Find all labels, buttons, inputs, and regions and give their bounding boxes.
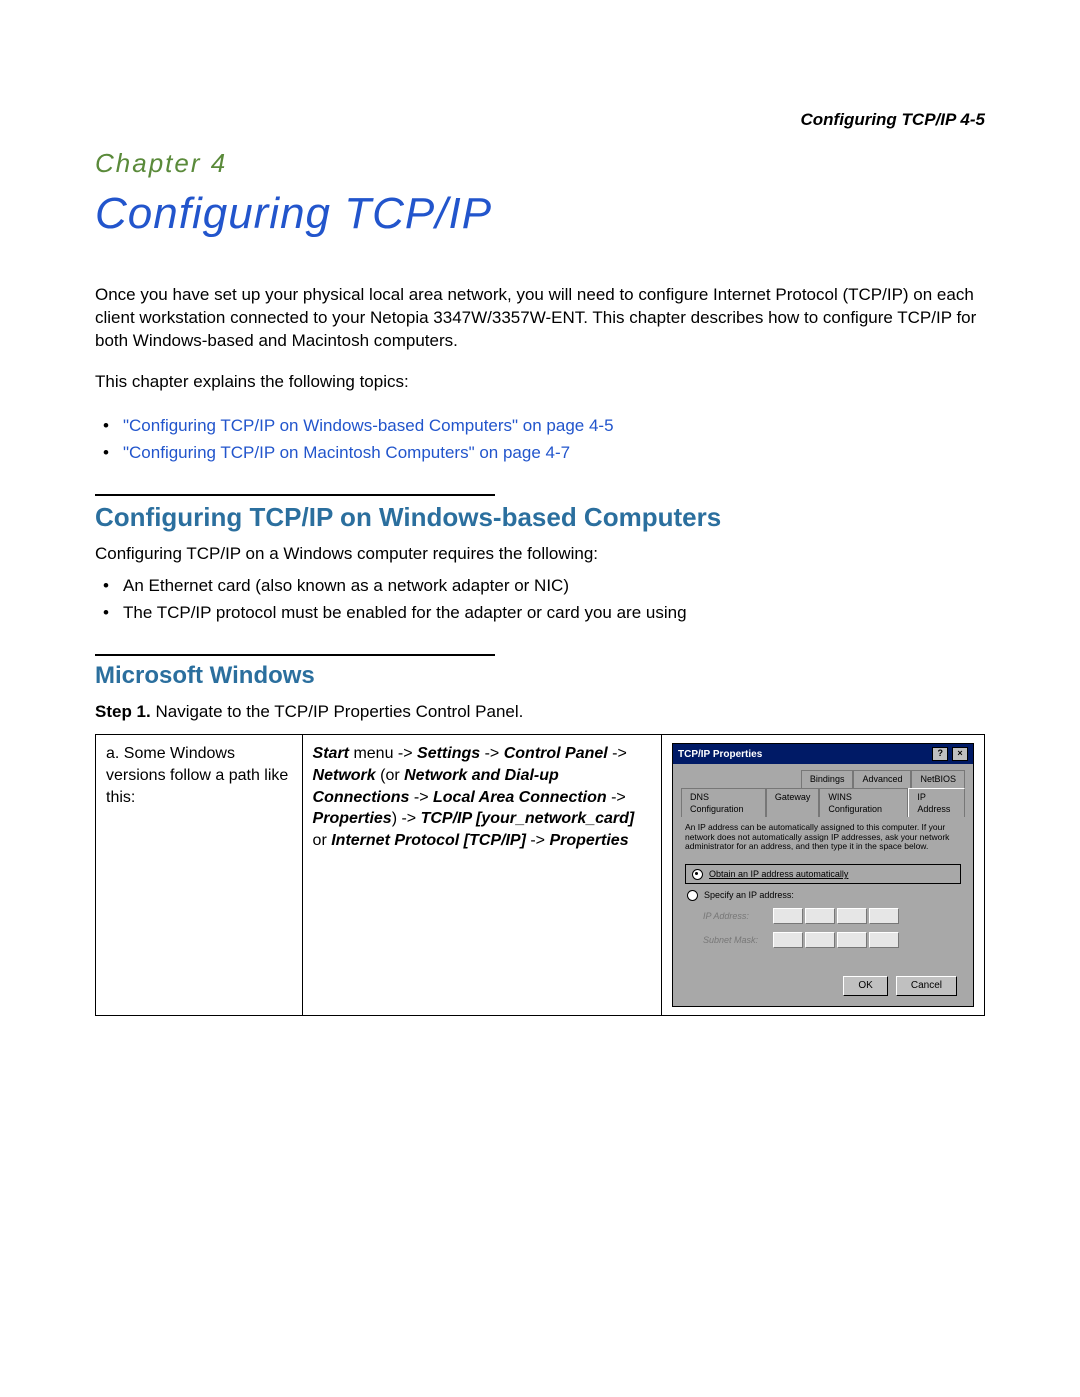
dialog-footer: OK Cancel — [681, 952, 965, 998]
section-rule — [95, 654, 495, 656]
subheading-ms-windows: Microsoft Windows — [95, 662, 985, 690]
section-rule — [95, 494, 495, 496]
running-header: Configuring TCP/IP 4-5 — [95, 110, 985, 130]
dialog-titlebar: TCP/IP Properties ? × — [673, 744, 973, 764]
tab-netbios[interactable]: NetBIOS — [911, 770, 965, 787]
path-seg: ) -> — [392, 810, 421, 827]
ok-button[interactable]: OK — [843, 976, 887, 996]
tab-dns[interactable]: DNS Configuration — [681, 788, 766, 817]
field-label: IP Address: — [703, 910, 773, 922]
subnet-input[interactable] — [773, 932, 899, 948]
path-seg: Start — [313, 745, 349, 762]
step-1-line: Step 1. Navigate to the TCP/IP Propertie… — [95, 702, 985, 722]
table-cell-a: a. Some Windows versions follow a path l… — [96, 735, 303, 1016]
topic-link-list: "Configuring TCP/IP on Windows-based Com… — [95, 412, 985, 466]
requirement-item: The TCP/IP protocol must be enabled for … — [95, 599, 985, 626]
requirement-item: An Ethernet card (also known as a networ… — [95, 572, 985, 599]
tcpip-properties-dialog: TCP/IP Properties ? × Bindings Advanced … — [672, 743, 974, 1007]
step-label: Step 1. — [95, 702, 151, 721]
path-seg: -> — [409, 789, 433, 806]
path-seg: -> — [607, 789, 626, 806]
help-icon[interactable]: ? — [932, 747, 948, 761]
table-cell-b: Start menu -> Settings -> Control Panel … — [302, 735, 661, 1016]
tab-gateway[interactable]: Gateway — [766, 788, 820, 817]
requirements-list: An Ethernet card (also known as a networ… — [95, 572, 985, 626]
document-page: Configuring TCP/IP 4-5 Chapter 4 Configu… — [0, 0, 1080, 1076]
radio-specify[interactable]: Specify an IP address: — [681, 886, 965, 904]
path-seg: Network — [313, 767, 376, 784]
ip-address-field: IP Address: — [681, 904, 965, 928]
tab-wins[interactable]: WINS Configuration — [819, 788, 908, 817]
path-seg: Control Panel — [504, 745, 608, 762]
section1-paragraph: Configuring TCP/IP on a Windows computer… — [95, 543, 985, 566]
tab-ipaddress[interactable]: IP Address — [908, 788, 965, 817]
table-cell-c: TCP/IP Properties ? × Bindings Advanced … — [662, 735, 985, 1016]
path-seg: (or — [376, 767, 404, 784]
path-seg: Internet Protocol [TCP/IP] — [331, 832, 526, 849]
path-seg: Properties — [313, 810, 392, 827]
intro-paragraph-2: This chapter explains the following topi… — [95, 371, 985, 394]
close-icon[interactable]: × — [952, 747, 968, 761]
section-heading-windows: Configuring TCP/IP on Windows-based Comp… — [95, 502, 985, 533]
tab-row-2: DNS Configuration Gateway WINS Configura… — [681, 788, 965, 817]
path-seg: menu -> — [349, 745, 417, 762]
topic-link-1[interactable]: "Configuring TCP/IP on Windows-based Com… — [123, 416, 614, 435]
radio-icon — [687, 890, 698, 901]
dialog-title-text: TCP/IP Properties — [678, 748, 762, 762]
path-seg: Settings — [417, 745, 480, 762]
subnet-mask-field: Subnet Mask: — [681, 928, 965, 952]
tab-bindings[interactable]: Bindings — [801, 770, 854, 787]
tab-advanced[interactable]: Advanced — [853, 770, 911, 787]
path-seg: Local Area Connection — [433, 789, 607, 806]
radio-label: Obtain an IP address automatically — [709, 868, 848, 880]
chapter-title: Configuring TCP/IP — [95, 189, 985, 239]
radio-label: Specify an IP address: — [704, 889, 794, 901]
chapter-label: Chapter 4 — [95, 148, 985, 179]
ip-input[interactable] — [773, 908, 899, 924]
radio-icon — [692, 869, 703, 880]
field-label: Subnet Mask: — [703, 934, 773, 946]
path-seg: -> — [526, 832, 550, 849]
dialog-body: Bindings Advanced NetBIOS DNS Configurat… — [673, 764, 973, 1006]
tab-row-1: Bindings Advanced NetBIOS — [681, 770, 965, 787]
cancel-button[interactable]: Cancel — [896, 976, 957, 996]
topic-link-2[interactable]: "Configuring TCP/IP on Macintosh Compute… — [123, 443, 570, 462]
intro-paragraph-1: Once you have set up your physical local… — [95, 284, 985, 353]
path-table: a. Some Windows versions follow a path l… — [95, 734, 985, 1016]
window-controls: ? × — [931, 747, 968, 761]
path-seg: -> — [480, 745, 504, 762]
path-seg: or — [313, 832, 332, 849]
dialog-note: An IP address can be automatically assig… — [681, 817, 965, 862]
path-seg: TCP/IP [your_network_card] — [421, 810, 635, 827]
path-seg: Properties — [549, 832, 628, 849]
step-text: Navigate to the TCP/IP Properties Contro… — [151, 702, 524, 721]
path-seg: -> — [608, 745, 627, 762]
radio-obtain-auto[interactable]: Obtain an IP address automatically — [685, 864, 961, 884]
